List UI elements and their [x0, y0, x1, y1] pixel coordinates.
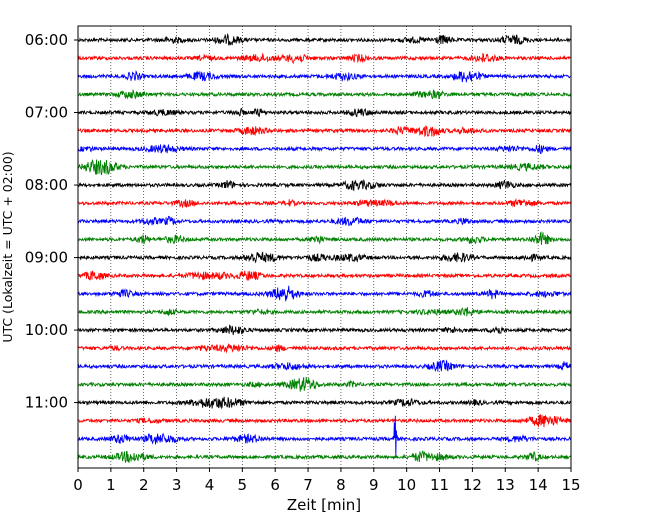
- trace-row-20: [77, 396, 572, 410]
- trace-row-11: [77, 231, 572, 245]
- trace-row-7: [77, 159, 572, 176]
- x-tick-label-2: 2: [139, 476, 149, 494]
- trace-row-22: [77, 415, 572, 459]
- x-tick-label-14: 14: [529, 476, 548, 494]
- x-tick-label-1: 1: [106, 476, 116, 494]
- trace-row-12: [77, 251, 572, 264]
- x-axis-ticks: 0 1 2 3 4 5 6 7 8 9 10 11 12 13 14 15: [73, 468, 581, 494]
- trace-row-3: [77, 88, 572, 100]
- trace-row-17: [77, 343, 572, 354]
- y-tick-label-4: 10:00: [25, 321, 68, 339]
- traces-layer: [77, 32, 572, 464]
- trace-row-1: [77, 52, 572, 65]
- trace-row-4: [77, 107, 572, 118]
- trace-row-21: [77, 414, 572, 428]
- trace-row-19: [77, 376, 572, 392]
- trace-row-0: [77, 32, 572, 46]
- trace-row-16: [77, 324, 572, 336]
- trace-row-10: [77, 215, 572, 227]
- x-tick-label-11: 11: [430, 476, 449, 494]
- x-tick-label-9: 9: [369, 476, 379, 494]
- y-tick-label-2: 08:00: [25, 176, 68, 194]
- x-tick-label-5: 5: [238, 476, 248, 494]
- trace-row-13: [77, 270, 572, 281]
- trace-row-18: [77, 359, 572, 372]
- trace-row-5: [77, 125, 572, 138]
- y-tick-label-3: 09:00: [25, 249, 68, 267]
- x-tick-label-15: 15: [561, 476, 580, 494]
- x-tick-label-4: 4: [205, 476, 215, 494]
- x-tick-label-13: 13: [496, 476, 515, 494]
- x-tick-label-0: 0: [73, 476, 83, 494]
- trace-row-15: [77, 306, 572, 317]
- x-tick-label-8: 8: [336, 476, 346, 494]
- trace-row-14: [77, 285, 572, 302]
- x-tick-label-7: 7: [303, 476, 313, 494]
- y-axis-label: UTC (Lokalzeit = UTC + 02:00): [0, 151, 15, 342]
- trace-row-6: [77, 143, 572, 155]
- y-tick-label-1: 07:00: [25, 104, 68, 122]
- x-tick-label-3: 3: [172, 476, 182, 494]
- x-tick-label-6: 6: [270, 476, 280, 494]
- trace-row-23: [77, 450, 572, 464]
- trace-row-9: [77, 198, 572, 209]
- trace-row-2: [77, 70, 572, 83]
- plot-frame: [77, 25, 572, 469]
- x-tick-label-10: 10: [397, 476, 416, 494]
- x-axis-label: Zeit [min]: [287, 496, 361, 514]
- x-tick-label-12: 12: [463, 476, 482, 494]
- y-tick-label-0: 06:00: [25, 31, 68, 49]
- trace-row-8: [77, 178, 572, 192]
- y-tick-label-5: 11:00: [25, 394, 68, 412]
- y-axis-ticks: 06:00 07:00 08:00 09:00 10:00 11:00: [25, 31, 78, 412]
